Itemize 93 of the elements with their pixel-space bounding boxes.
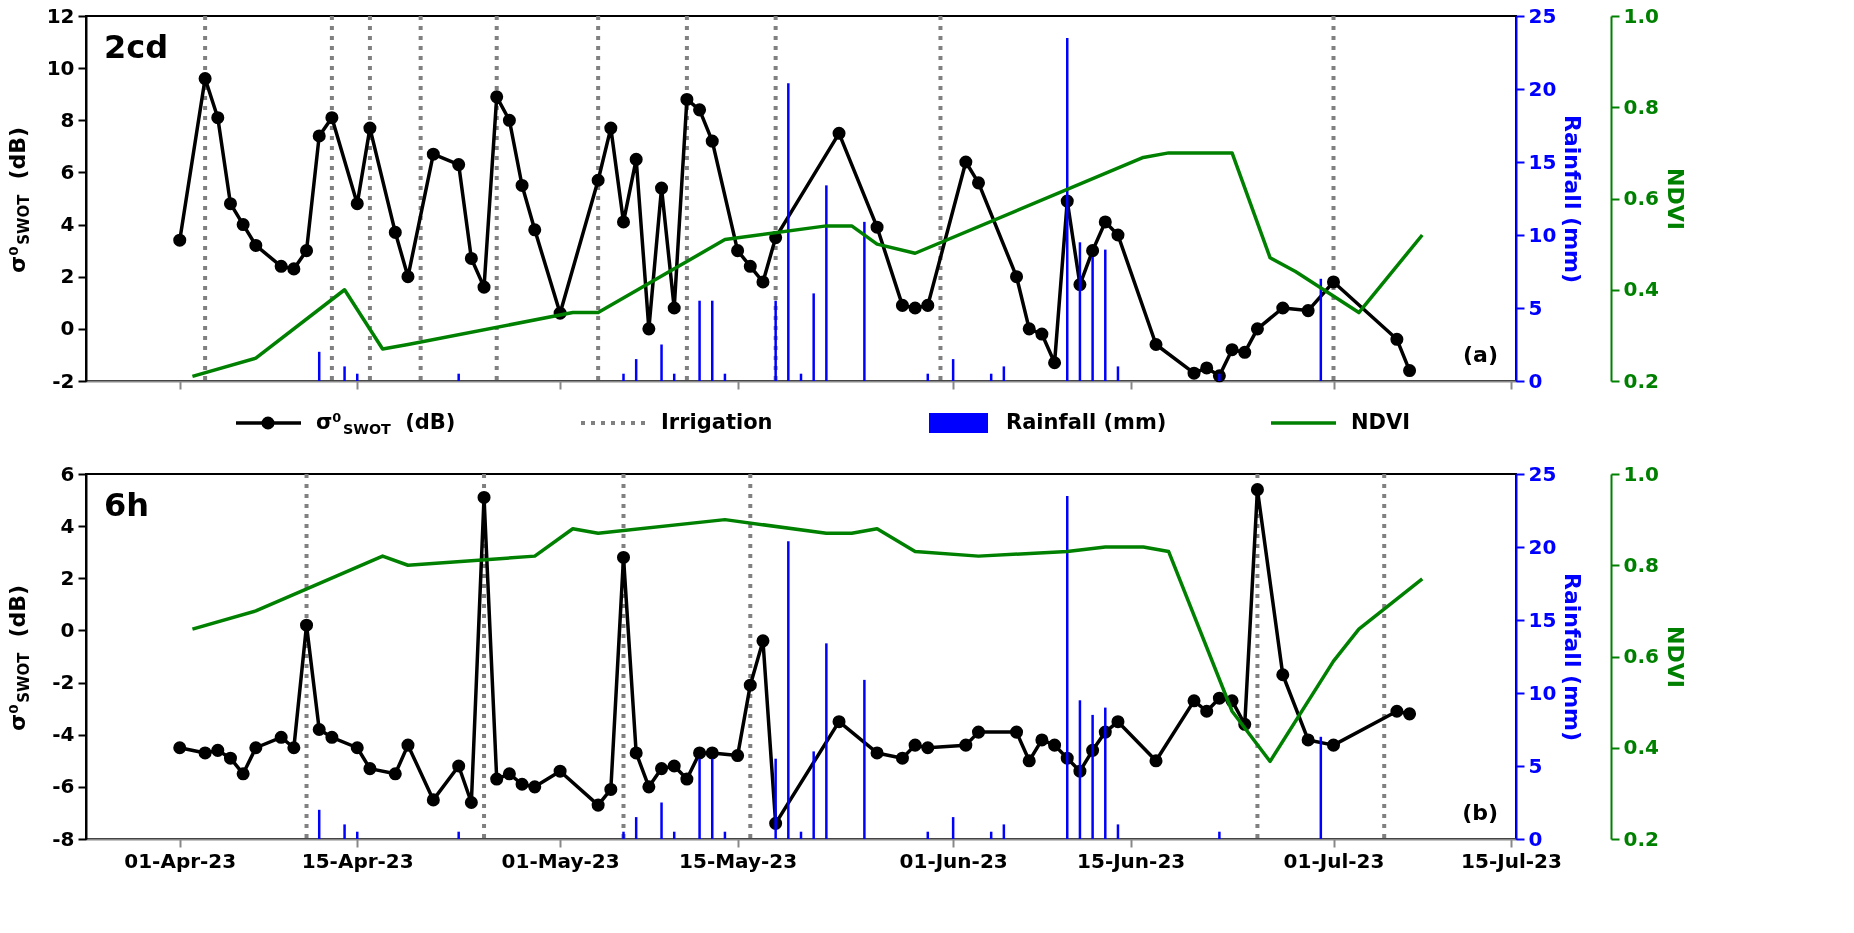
y-tick-label: 6 [60,159,75,184]
bar [812,293,815,381]
bar [1091,256,1094,381]
y2-tick-label: 20 [1528,534,1557,559]
y-tick-label: 4 [60,513,75,538]
bar [774,758,777,839]
legend-label: Irrigation [661,410,773,434]
annotation: (a) [1463,342,1498,367]
bar [457,831,460,839]
y2-axis-title: Rainfall (mm) [1560,114,1586,284]
y2-tick-label: 5 [1528,295,1543,320]
annotation: (b) [1462,800,1498,825]
bar [774,300,777,381]
x-tick-label: 15-Jul-23 [1461,848,1562,873]
y-tick-label: 2 [60,565,75,590]
y-tick-label: -8 [52,826,75,851]
x-tick-label: 01-Apr-23 [124,848,237,873]
y2-tick-label: 10 [1528,222,1557,247]
y3-tick-label: 0.2 [1623,826,1659,851]
y3-axis-title: NDVI [1662,168,1688,230]
y-tick-label: 4 [60,212,75,237]
y2-tick-label: 25 [1528,3,1557,28]
bar [787,83,790,381]
y-tick-label: 8 [60,107,75,132]
y2-tick-label: 0 [1528,826,1543,851]
y3-axis-title: NDVI [1662,626,1688,688]
bar [1066,495,1069,839]
bar [343,366,346,381]
y-tick-label: -4 [52,722,75,747]
y2-axis-title: Rainfall (mm) [1560,572,1586,742]
legend-label: Rainfall (mm) [1006,410,1167,434]
bar [863,679,866,839]
bar [1218,831,1221,839]
bar [660,802,663,839]
x-tick-label: 15-May-23 [679,848,798,873]
y3-tick-label: 1.0 [1623,461,1659,486]
bar [356,373,359,381]
line-series [190,517,1424,764]
y3-tick-label: 0.8 [1623,552,1659,577]
y-tick-label: 12 [46,3,75,28]
y-tick-label: -2 [52,670,75,695]
bar [1218,373,1221,381]
bar [825,185,828,381]
bar [1104,707,1107,839]
bar [622,831,625,839]
y2-tick-label: 15 [1528,607,1557,632]
x-tick-label: 01-Jul-23 [1283,848,1385,873]
bar [660,344,663,381]
x-tick-label: 01-Jun-23 [899,848,1008,873]
x-tick-label: 15-Apr-23 [301,848,414,873]
y-tick-label: 0 [60,316,75,341]
bar [457,373,460,381]
y2-tick-label: 0 [1528,368,1543,393]
bar [863,221,866,381]
y-tick-label: -2 [52,368,75,393]
y-tick-label: 6 [60,461,75,486]
y3-tick-label: 0.6 [1623,644,1659,668]
bar [356,831,359,839]
bar [825,643,828,839]
y3-tick-label: 0.4 [1623,735,1659,760]
y2-tick-label: 25 [1528,461,1557,486]
y-tick-label: 0 [60,617,75,642]
y2-tick-label: 20 [1528,76,1557,101]
y-axis-title: σ⁰SWOT (dB) [5,126,34,273]
annotation: 6h [104,486,150,524]
y-tick-label: -6 [52,774,75,799]
y-tick-label: 2 [60,264,75,289]
y3-tick-label: 0.2 [1623,368,1659,393]
annotation: 2cd [104,28,169,66]
bar [1104,249,1107,381]
y3-tick-label: 0.6 [1623,186,1659,210]
y2-tick-label: 5 [1528,753,1543,778]
bar [812,751,815,839]
bar [711,758,714,839]
y3-tick-label: 0.8 [1623,94,1659,119]
bar [711,300,714,381]
bar [622,373,625,381]
y2-tick-label: 10 [1528,680,1557,705]
bar [787,541,790,839]
y3-tick-label: 0.4 [1623,277,1659,302]
y-axis-title: σ⁰SWOT (dB) [5,584,34,731]
x-tick-label: 01-May-23 [501,848,620,873]
y-tick-label: 10 [46,55,75,80]
x-tick-label: 15-Jun-23 [1077,848,1186,873]
bar [1066,37,1069,381]
legend-label: NDVI [1351,410,1411,434]
bar [343,824,346,839]
bar [1091,714,1094,839]
line-series [190,151,1424,379]
y2-tick-label: 15 [1528,149,1557,174]
bar [698,300,701,381]
y3-tick-label: 1.0 [1623,3,1659,28]
bar [698,758,701,839]
